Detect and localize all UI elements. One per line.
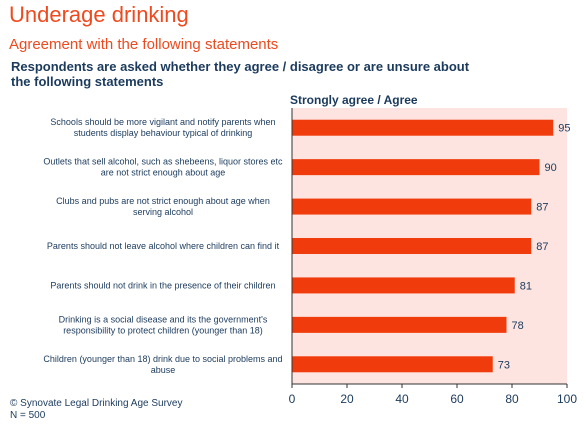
category-label: Outlets that sell alcohol, such as shebe… — [43, 157, 283, 178]
x-tick-label: 20 — [340, 392, 354, 406]
bar — [292, 316, 507, 333]
x-tick-label: 0 — [289, 392, 296, 406]
data-label: 87 — [536, 202, 548, 214]
category-label: Children (younger than 18) drink due to … — [43, 354, 282, 375]
bar — [292, 277, 515, 294]
x-tick-label: 100 — [557, 392, 577, 406]
category-label: Drinking is a social disease and its the… — [59, 314, 268, 335]
source-line: © Synovate Legal Drinking Age Survey — [10, 398, 183, 409]
page-subtitle: Agreement with the following statements — [9, 36, 279, 53]
bar — [292, 159, 540, 176]
x-tick-label: 60 — [450, 392, 464, 406]
data-label: 90 — [545, 162, 557, 174]
x-tick-label: 80 — [505, 392, 519, 406]
bar — [292, 356, 493, 373]
category-label: Parents should not drink in the presence… — [50, 280, 275, 290]
source-note: © Synovate Legal Drinking Age Survey N =… — [10, 398, 182, 422]
sample-size: N = 500 — [10, 410, 46, 421]
data-label: 73 — [498, 359, 510, 371]
page-title: Underage drinking — [9, 2, 189, 27]
data-label: 95 — [558, 123, 570, 135]
data-label: 78 — [512, 320, 524, 332]
category-label: Parents should not leave alcohol where c… — [47, 241, 280, 251]
category-label: Schools should be more vigilant and noti… — [50, 117, 275, 138]
question-text: Respondents are asked whether they agree… — [11, 59, 470, 89]
bar — [292, 238, 532, 254]
data-label: 87 — [536, 241, 548, 253]
bar — [292, 198, 532, 215]
x-tick-label: 40 — [395, 392, 409, 406]
bar — [292, 119, 554, 136]
data-label: 81 — [520, 280, 532, 292]
measure-label: Strongly agree / Agree — [290, 93, 418, 107]
category-label: Clubs and pubs are not strict enough abo… — [56, 196, 270, 217]
